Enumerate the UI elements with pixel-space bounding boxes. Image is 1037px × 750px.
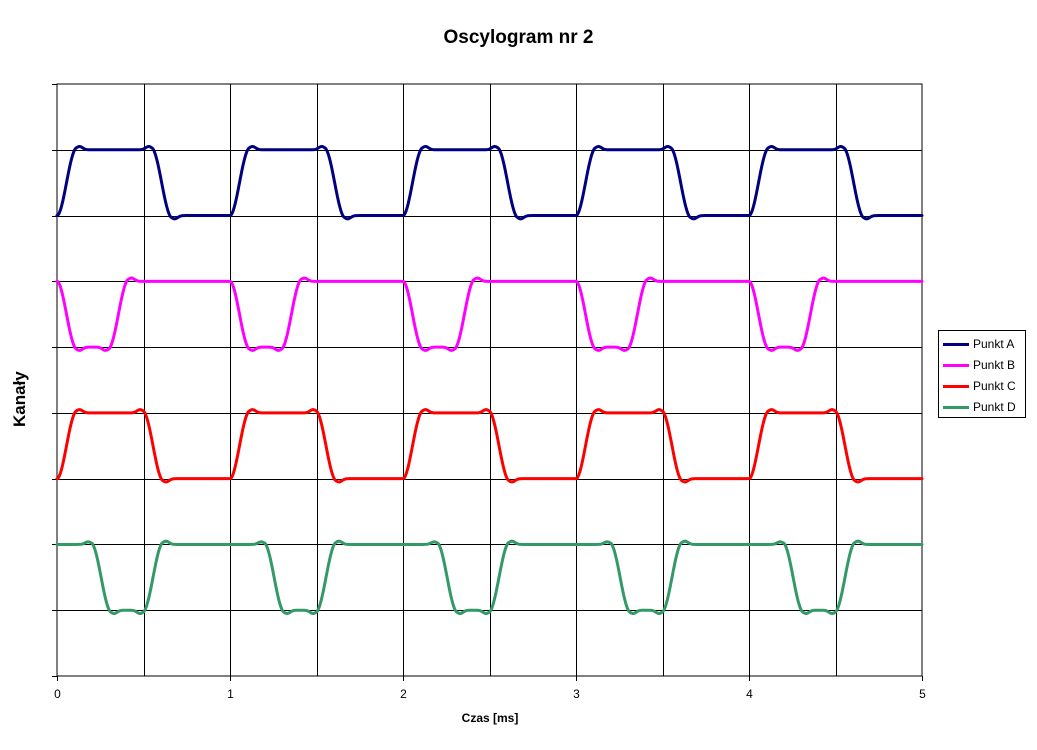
x-tick-label: 3 bbox=[573, 687, 580, 701]
x-tick-label: 1 bbox=[227, 687, 234, 701]
legend-label: Punkt D bbox=[973, 400, 1016, 414]
x-axis-label: Czas [ms] bbox=[461, 711, 519, 725]
series-line-punkt-c bbox=[55, 408, 924, 484]
legend-entry-punkt-a: Punkt A bbox=[943, 334, 1025, 355]
legend-entry-punkt-b: Punkt B bbox=[943, 355, 1025, 376]
chart-title: Oscylogram nr 2 bbox=[443, 27, 594, 48]
legend-label: Punkt C bbox=[973, 379, 1016, 393]
grid-lines bbox=[56, 83, 923, 677]
x-tick-label: 5 bbox=[919, 687, 926, 701]
legend-entry-punkt-c: Punkt C bbox=[943, 376, 1025, 397]
series-line-punkt-d bbox=[55, 539, 924, 616]
plot-border bbox=[56, 83, 923, 677]
legend-label: Punkt B bbox=[973, 358, 1016, 372]
legend-swatch bbox=[943, 343, 969, 346]
legend-swatch bbox=[943, 364, 969, 367]
legend-label: Punkt A bbox=[973, 337, 1015, 351]
series-line-punkt-b bbox=[55, 276, 924, 352]
x-tick-label: 2 bbox=[400, 687, 407, 701]
legend: Punkt A Punkt B Punkt C Punkt D bbox=[938, 330, 1026, 418]
axes bbox=[52, 84, 923, 681]
series-lines bbox=[55, 144, 924, 616]
x-tick-label: 4 bbox=[746, 687, 753, 701]
series-line-punkt-a bbox=[55, 144, 924, 221]
x-tick-label: 0 bbox=[54, 687, 61, 701]
legend-swatch bbox=[943, 385, 969, 388]
x-tick-labels: 0 1 2 3 4 5 bbox=[54, 687, 926, 701]
legend-swatch bbox=[943, 406, 969, 409]
legend-entry-punkt-d: Punkt D bbox=[943, 397, 1025, 418]
